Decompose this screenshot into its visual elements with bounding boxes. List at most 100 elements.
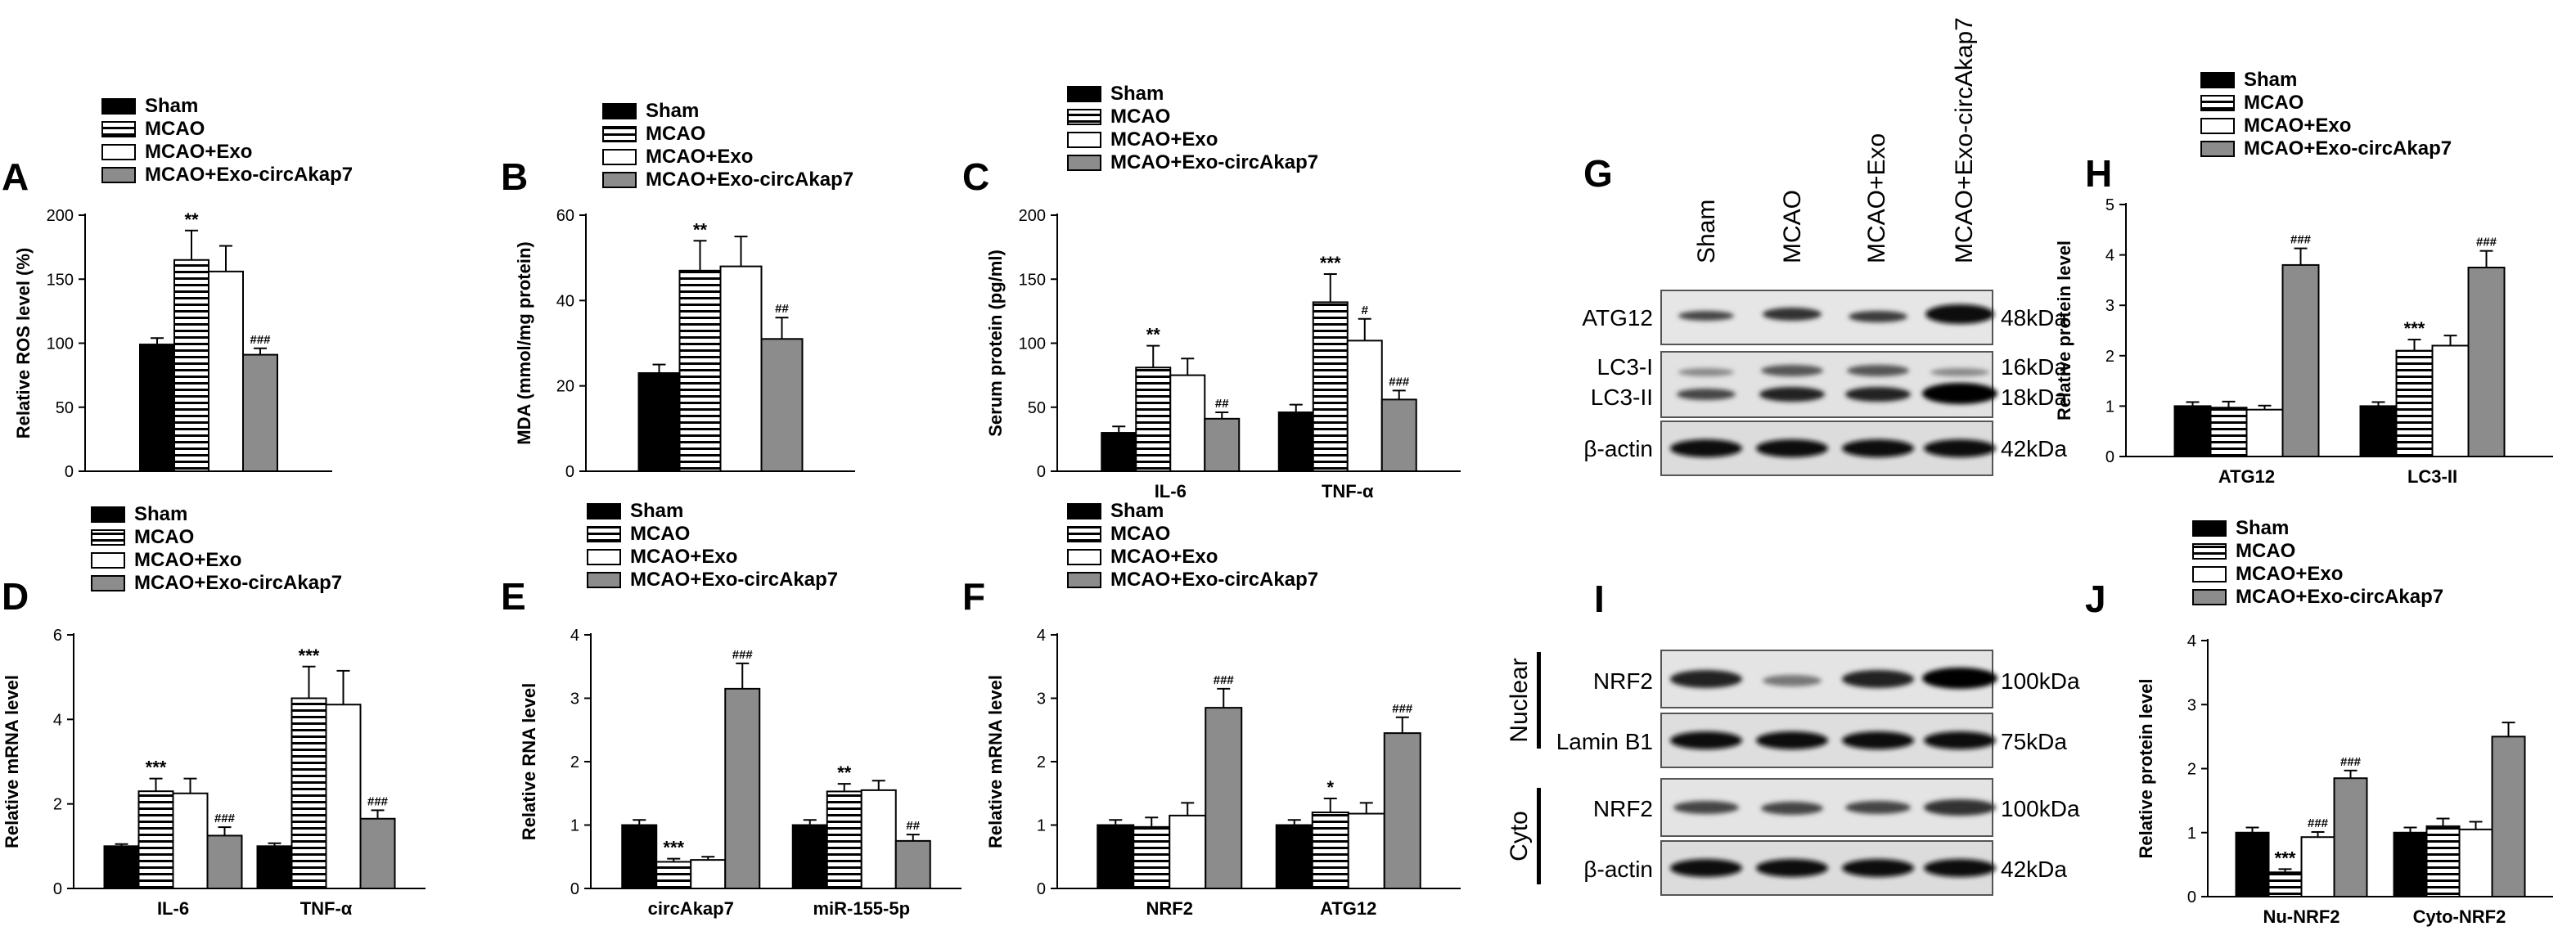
- legend-swatch: [1067, 132, 1101, 148]
- blot-kda-label: 16kDa: [2001, 354, 2067, 380]
- legend-swatch: [2200, 95, 2235, 111]
- y-tick-label: 0: [1037, 880, 1046, 898]
- blot-row-label: NRF2: [1593, 796, 1653, 821]
- x-category-label: ATG12: [1320, 898, 1376, 919]
- bar: [2333, 777, 2368, 897]
- blot-kda-label: 75kDa: [2001, 729, 2067, 754]
- y-tick-label: 3: [2105, 297, 2114, 315]
- legend-label: MCAO+Exo-circAkap7: [2236, 586, 2443, 608]
- bar: [2458, 828, 2493, 898]
- blot-row-label: β-actin: [1583, 436, 1653, 461]
- lane-label-sham: Sham: [1693, 200, 1720, 263]
- legend-label: MCAO+Exo: [2244, 115, 2351, 137]
- panel-label: B: [501, 155, 528, 198]
- bar: [2281, 263, 2320, 458]
- bar: [860, 789, 897, 889]
- bar: [655, 861, 692, 889]
- x-category-label: TNF-α: [1322, 481, 1374, 501]
- bar: [690, 859, 727, 889]
- y-tick-label: 2: [2187, 761, 2196, 779]
- bar: [1169, 374, 1206, 472]
- bar: [621, 824, 658, 889]
- significance-label: ###: [2290, 233, 2312, 247]
- significance-label: **: [837, 762, 852, 783]
- y-tick-label: 0: [53, 880, 62, 898]
- y-axis-label: Relative mRNA level: [2, 675, 22, 848]
- bar: [1277, 412, 1314, 473]
- y-tick-label: 4: [2187, 632, 2196, 650]
- legend-label: MCAO+Exo-circAkap7: [134, 572, 342, 594]
- blot-kda-label: 100kDa: [2001, 668, 2080, 694]
- legend-label: Sham: [145, 95, 198, 117]
- bar: [172, 792, 209, 889]
- legend-label: MCAO+Exo-circAkap7: [1110, 569, 1318, 591]
- blot-kda-label: 18kDa: [2001, 385, 2067, 410]
- legend-swatch: [101, 167, 136, 183]
- y-tick-label: 4: [570, 627, 579, 645]
- y-axis-label: MDA (mmol/mg protein): [514, 241, 534, 445]
- x-category-label: LC3-II: [2407, 466, 2457, 487]
- y-axis-label: Serum protein (pg/ml): [985, 250, 1006, 437]
- y-tick-label: 150: [47, 271, 74, 289]
- blot-row-label: NRF2: [1593, 668, 1653, 694]
- lane-label-mcao-exo-circakap7: MCAO+Exo-circAkap7: [1951, 17, 1978, 263]
- bar: [256, 845, 293, 890]
- section-label-nuclear: Nuclear: [1506, 658, 1533, 742]
- bar: [103, 845, 140, 890]
- y-tick-label: 150: [1019, 271, 1046, 289]
- significance-label: **: [184, 209, 199, 230]
- blot-kda-label: 48kDa: [2001, 305, 2067, 331]
- bar: [137, 790, 174, 890]
- legend-label: Sham: [1110, 83, 1164, 105]
- y-tick-label: 200: [47, 207, 74, 225]
- legend-swatch: [91, 506, 125, 523]
- bar: [2431, 344, 2470, 458]
- legend-label: MCAO+Exo-circAkap7: [2244, 137, 2452, 160]
- y-tick-label: 5: [2105, 196, 2114, 214]
- blot-kda-label: 42kDa: [2001, 436, 2067, 461]
- legend-label: MCAO+Exo-circAkap7: [145, 164, 353, 186]
- legend-swatch: [602, 172, 637, 188]
- y-axis-label: Relative mRNA level: [985, 675, 1006, 848]
- significance-label: ##: [906, 819, 920, 833]
- legend-label: MCAO: [1110, 523, 1170, 545]
- legend-label: Sham: [2236, 517, 2289, 539]
- y-tick-label: 1: [570, 817, 579, 835]
- x-category-label: IL-6: [157, 898, 189, 919]
- significance-label: *: [1326, 777, 1334, 798]
- legend-swatch: [587, 572, 621, 588]
- panel-label-i: I: [1594, 578, 1605, 620]
- bar: [2268, 871, 2303, 898]
- y-axis-label: Relative protein level: [2136, 678, 2156, 858]
- western-blot-g: G Sham MCAO MCAO+Exo MCAO+Exo-circAkap7: [1582, 17, 2067, 476]
- y-tick-label: 50: [56, 399, 74, 417]
- significance-label: ##: [775, 302, 789, 316]
- bar: [2173, 405, 2212, 457]
- legend-label: MCAO: [134, 526, 194, 548]
- legend-label: Sham: [2244, 69, 2297, 91]
- blot-kda-label: 42kDa: [2001, 857, 2067, 882]
- bar: [2395, 349, 2434, 458]
- y-tick-label: 50: [1028, 399, 1046, 417]
- significance-label: ###: [1389, 375, 1410, 389]
- x-category-label: circAkap7: [648, 898, 734, 919]
- bar: [1169, 814, 1207, 889]
- panel-label: D: [2, 575, 29, 618]
- bar: [1133, 825, 1171, 890]
- bar: [139, 344, 175, 472]
- blot-bands: [1670, 304, 1997, 457]
- y-tick-label: 200: [1019, 207, 1046, 225]
- legend-label: Sham: [134, 503, 187, 525]
- y-tick-label: 2: [53, 796, 62, 814]
- bar: [2425, 825, 2461, 897]
- legend-swatch: [1067, 526, 1101, 542]
- legend-label: MCAO: [145, 118, 205, 140]
- y-tick-label: 3: [570, 690, 579, 708]
- bar: [1101, 432, 1137, 472]
- bar: [1204, 417, 1241, 472]
- legend-swatch: [1067, 572, 1101, 588]
- x-category-label: Nu-NRF2: [2263, 906, 2340, 927]
